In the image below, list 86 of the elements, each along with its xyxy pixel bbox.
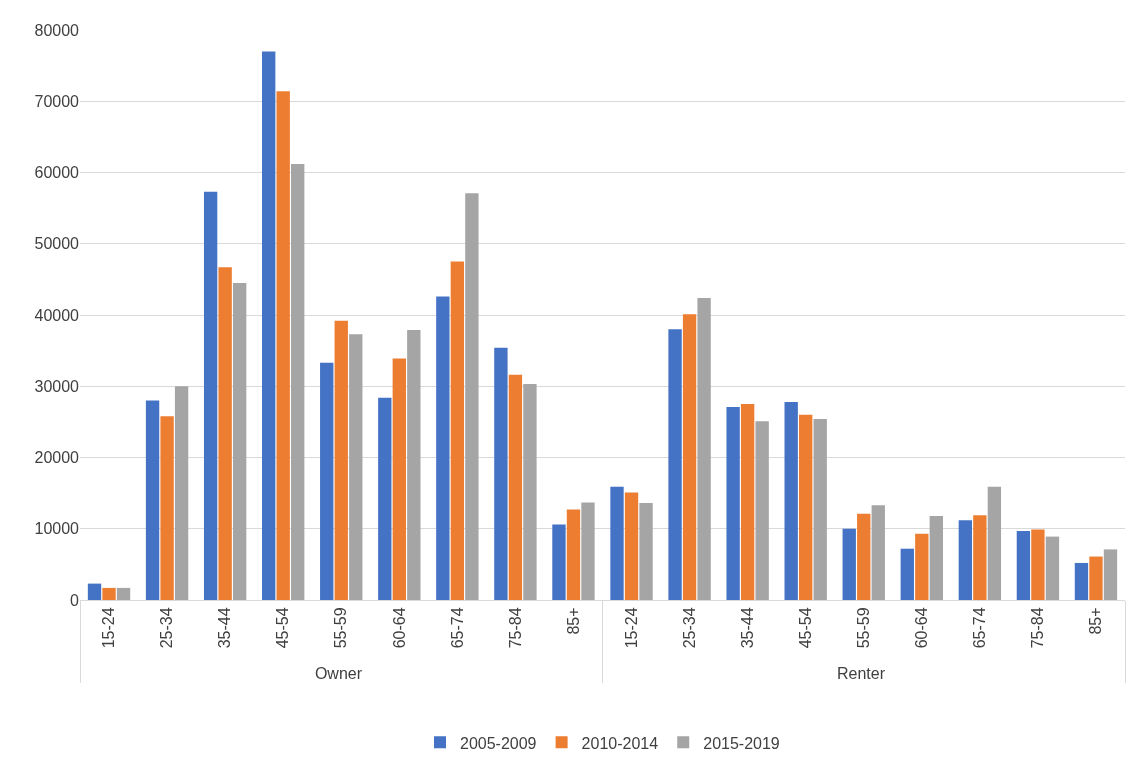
x-tick-label: 60-64 <box>390 607 408 649</box>
x-tick-label: 75-84 <box>1029 607 1047 649</box>
bar <box>624 492 639 600</box>
bar <box>160 416 174 600</box>
bar <box>566 509 581 600</box>
bar <box>407 329 421 600</box>
x-tick-label: 55-59 <box>332 607 350 649</box>
bar <box>349 334 363 600</box>
bar <box>929 515 943 600</box>
y-tick-label: 0 <box>70 591 80 609</box>
bar <box>378 397 392 600</box>
bar <box>523 384 537 600</box>
legend-label: 2005-2009 <box>460 734 537 752</box>
x-tick-label: 35-44 <box>738 607 756 649</box>
bar <box>682 314 697 600</box>
bar <box>857 513 871 600</box>
bar <box>262 51 276 600</box>
bar <box>552 524 566 600</box>
legend-label: 2010-2014 <box>581 734 659 752</box>
y-tick-label: 30000 <box>34 377 80 395</box>
x-tick-label: 55-59 <box>854 607 872 649</box>
bar <box>232 282 247 600</box>
y-tick-label: 10000 <box>34 520 80 538</box>
bar <box>755 421 769 600</box>
bar <box>218 267 232 600</box>
y-tick-label: 60000 <box>34 164 80 182</box>
x-tick-label: 15-24 <box>100 607 118 649</box>
bar <box>1031 529 1045 600</box>
x-tick-label: 25-34 <box>158 607 176 649</box>
bar <box>726 406 740 600</box>
x-tick-label: 65-74 <box>448 607 466 649</box>
bar <box>494 347 508 600</box>
bar <box>1103 549 1118 600</box>
bar <box>610 486 624 600</box>
y-tick-label: 80000 <box>34 21 80 39</box>
bar <box>436 296 450 600</box>
bar <box>276 91 290 600</box>
bar <box>799 414 813 600</box>
bar <box>813 419 827 600</box>
bar <box>915 533 929 600</box>
bar <box>1074 562 1089 600</box>
bar <box>842 528 856 600</box>
x-tick-label: 35-44 <box>216 607 234 649</box>
x-tick-label: 25-34 <box>680 607 698 649</box>
bar <box>987 486 1002 600</box>
bar <box>668 329 682 600</box>
x-tick-label: 65-74 <box>971 607 989 649</box>
bar <box>145 400 160 600</box>
bar <box>1016 530 1031 600</box>
bar <box>871 505 885 600</box>
bar <box>697 297 711 600</box>
bar <box>973 515 987 600</box>
x-tick-label: 45-54 <box>274 607 292 649</box>
bar <box>900 548 914 600</box>
x-tick-label: 15-24 <box>622 607 640 649</box>
bar <box>291 163 305 600</box>
bar <box>320 362 334 600</box>
x-tick-label: 75-84 <box>506 607 524 649</box>
y-tick-label: 20000 <box>34 449 80 467</box>
x-tick-label: 60-64 <box>913 607 931 649</box>
bar <box>639 503 653 600</box>
bar <box>740 404 755 600</box>
bar <box>203 191 218 600</box>
x-tick-label: 45-54 <box>796 607 814 649</box>
bar <box>784 401 798 600</box>
bar <box>1045 536 1060 600</box>
x-tick-label: 85+ <box>1087 607 1105 635</box>
y-tick-label: 40000 <box>34 306 80 324</box>
bar <box>450 261 465 600</box>
text: Owner <box>314 665 363 683</box>
bar <box>392 358 406 600</box>
bar <box>334 320 348 600</box>
bar <box>1089 556 1103 600</box>
legend-label: 2015-2019 <box>703 734 780 752</box>
bar <box>581 502 595 600</box>
bar <box>174 386 189 600</box>
x-tick-label: 85+ <box>564 607 582 635</box>
bar <box>116 587 131 600</box>
bar <box>87 583 102 600</box>
text: Renter <box>836 665 886 683</box>
y-tick-label: 50000 <box>34 235 80 253</box>
y-tick-label: 70000 <box>34 92 80 110</box>
bar <box>508 374 523 600</box>
bar <box>958 520 973 600</box>
bar <box>102 587 116 600</box>
bar <box>465 193 479 600</box>
